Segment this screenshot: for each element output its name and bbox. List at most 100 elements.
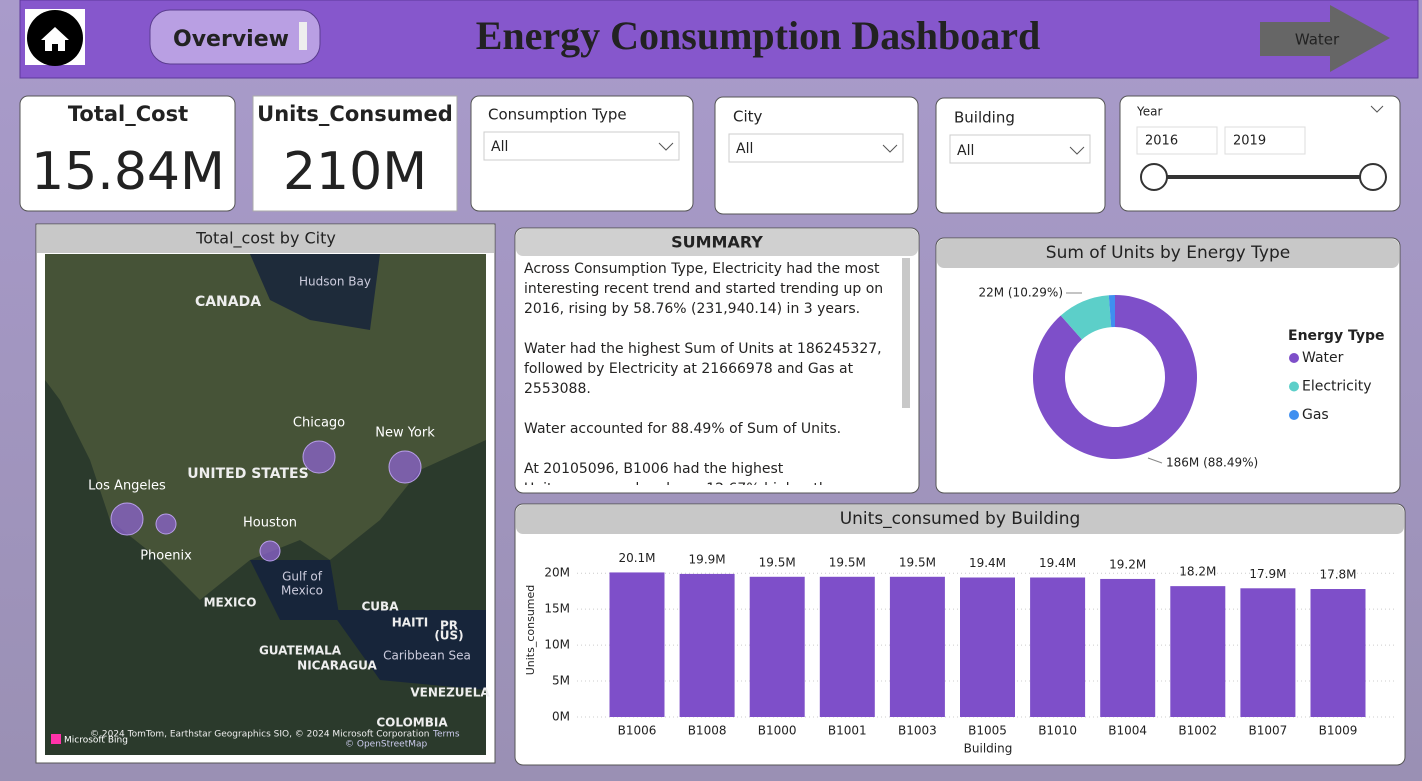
donut-slice: [1108, 295, 1115, 328]
y-tick-label: 10M: [544, 638, 570, 652]
x-tick-label: B1005: [968, 724, 1007, 738]
map-label: CUBA: [362, 600, 400, 614]
map-label: Mexico: [281, 584, 323, 598]
filter-label: Year: [1136, 105, 1162, 119]
data-label: 17.9M: [1249, 567, 1286, 581]
x-tick-label: B1002: [1178, 724, 1217, 738]
legend-swatch: [1289, 353, 1299, 363]
summary-paragraph: At 20105096, B1006 had the highest Units…: [524, 461, 845, 485]
city-bubble[interactable]: [388, 450, 422, 484]
year-to: 2019: [1233, 134, 1266, 149]
card-label: Total_Cost: [68, 102, 188, 126]
data-label: 19.4M: [1039, 556, 1076, 570]
panel-header: [37, 225, 494, 253]
summary-panel: [514, 227, 920, 494]
city-labels: Chicago New York Los Angeles Houston Pho…: [88, 416, 435, 564]
card-value: 15.84M: [31, 142, 225, 202]
legend-label: Gas: [1302, 407, 1329, 423]
bar: [1310, 589, 1366, 717]
land: [45, 254, 486, 600]
donut-title: Sum of Units by Energy Type: [1046, 243, 1290, 263]
city-label: Chicago: [293, 416, 345, 431]
map-label: PR: [440, 619, 458, 633]
bing-logo: [51, 734, 61, 744]
scrollbar[interactable]: [902, 258, 910, 408]
y-tick-label: 0M: [552, 710, 570, 724]
donut-slice: [1060, 295, 1112, 340]
summary-title: SUMMARY: [671, 233, 763, 252]
city-label: Houston: [243, 516, 297, 531]
dropdown[interactable]: [728, 133, 904, 163]
y-axis-title: Units_consumed: [524, 585, 537, 676]
panel-header: [516, 229, 918, 256]
bar: [749, 576, 805, 717]
bar: [1240, 588, 1296, 717]
attribution-link[interactable]: © OpenStreetMap: [345, 740, 428, 750]
data-label: 19.5M: [829, 555, 866, 569]
slider-handle[interactable]: [1359, 163, 1387, 191]
x-tick-label: B1006: [618, 724, 657, 738]
bar: [609, 572, 665, 717]
bar: [1100, 578, 1156, 717]
chevron: [1069, 146, 1085, 155]
legend-swatch: [1289, 381, 1299, 392]
water-body: [250, 560, 486, 690]
chevron: [1370, 105, 1384, 113]
summary-paragraph: Across Consumption Type, Electricity had…: [524, 261, 884, 317]
bar: [889, 576, 945, 717]
city-bubble[interactable]: [259, 540, 281, 562]
year-to-box[interactable]: [1224, 126, 1306, 155]
map-label: Caribbean Sea: [383, 649, 471, 663]
slider-handle[interactable]: [1140, 163, 1168, 191]
overview-button[interactable]: [149, 9, 321, 65]
map-label: Gulf of: [282, 570, 323, 584]
legend-swatch: [1289, 410, 1299, 420]
card: [252, 95, 458, 212]
map-label: VENEZUELA: [410, 686, 490, 700]
data-label: 19.4M: [969, 556, 1006, 570]
year-from-box[interactable]: [1136, 126, 1218, 155]
city-bubble[interactable]: [110, 502, 144, 536]
card-value: 210M: [283, 142, 427, 202]
map-label: MEXICO: [204, 596, 257, 610]
city-bubble[interactable]: [302, 440, 336, 474]
attribution-link[interactable]: Terms: [432, 730, 460, 740]
dropdown-value: All: [957, 143, 974, 159]
leader-line: [1147, 457, 1163, 464]
dropdown-value: All: [736, 141, 753, 157]
next-page-button[interactable]: [1260, 5, 1390, 72]
filter-label: City: [733, 108, 763, 126]
y-tick-label: 15M: [544, 602, 570, 616]
x-tick-label: B1007: [1249, 724, 1288, 738]
bar-title: Units_consumed by Building: [840, 509, 1081, 529]
dropdown[interactable]: [949, 134, 1091, 164]
data-label: 19.9M: [689, 552, 726, 566]
bar: [1030, 577, 1086, 717]
bar: [1170, 586, 1226, 717]
data-label: 19.5M: [759, 555, 796, 569]
city-bubbles: [110, 440, 422, 562]
attribution: © 2024 TomTom, Earthstar Geographics SIO…: [90, 730, 429, 740]
year-from: 2016: [1145, 134, 1178, 149]
dropdown[interactable]: [483, 131, 680, 161]
y-tick-label: 5M: [552, 674, 570, 688]
legend-title: Energy Type: [1288, 328, 1384, 344]
map-label: CANADA: [195, 294, 261, 310]
city-bubble[interactable]: [155, 513, 177, 535]
chevron: [882, 144, 898, 153]
city-label: Los Angeles: [88, 479, 166, 494]
filter-label: Consumption Type: [488, 106, 627, 124]
map-label: COLOMBIA: [376, 716, 448, 730]
data-label: 19.2M: [1109, 557, 1146, 571]
map-label: GUATEMALA: [259, 644, 342, 658]
x-axis-title: Building: [964, 742, 1013, 756]
city-label: Phoenix: [140, 549, 192, 564]
legend-label: Electricity: [1302, 379, 1372, 395]
next-page-label: Water: [1295, 31, 1340, 49]
home-glyph: [41, 27, 69, 51]
map-title: Total_cost by City: [195, 229, 336, 249]
city-label: New York: [375, 426, 435, 441]
summary-text: Across Consumption Type, Electricity had…: [524, 259, 896, 485]
